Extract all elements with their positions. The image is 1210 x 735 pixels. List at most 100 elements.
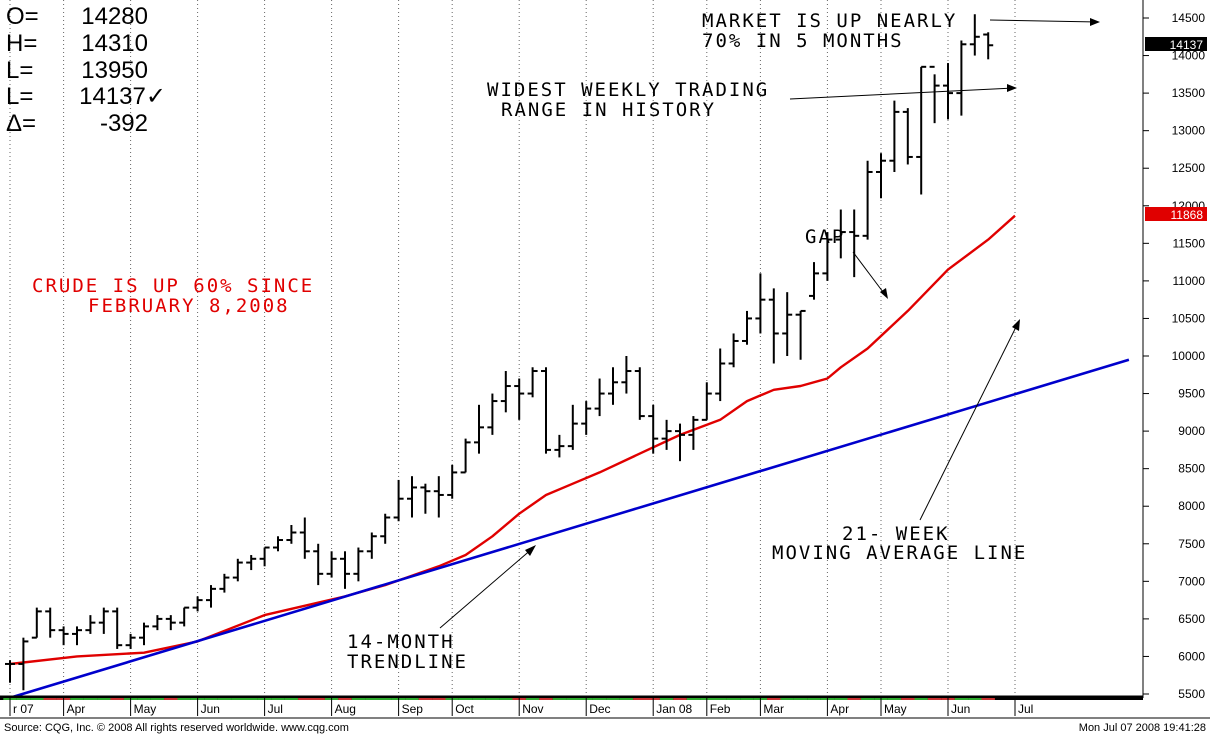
y-tick-label: 12500 (1172, 161, 1206, 175)
price-bar (835, 209, 846, 259)
x-band-segment (914, 698, 928, 700)
annotation-trend-line1: 14-MONTH (347, 631, 455, 653)
price-bar (259, 546, 270, 567)
y-tick-label: 9000 (1178, 424, 1205, 438)
x-tick-label: Jul (268, 702, 283, 716)
annotation-gap-arrowhead (880, 288, 888, 299)
annotation-trend-line2: TRENDLINE (347, 651, 468, 673)
x-band-segment (606, 698, 620, 700)
price-bar (594, 378, 605, 417)
x-band-segment (311, 698, 325, 700)
price-bar (527, 367, 538, 398)
x-band-segment (968, 698, 982, 700)
price-bar (728, 333, 739, 368)
x-tick-label: Apr (67, 702, 86, 716)
x-band-segment (365, 698, 379, 700)
price-bar (125, 633, 136, 649)
price-bar (18, 637, 29, 691)
ohlc-open-value: 14280 (81, 3, 148, 30)
x-band-segment (83, 698, 98, 700)
price-bar (554, 434, 565, 458)
x-band-segment (499, 698, 513, 700)
y-tick-label: 11500 (1173, 236, 1206, 250)
x-band-segment (954, 698, 969, 700)
last-price-tag-box (1145, 37, 1207, 51)
x-band-segment (351, 698, 366, 700)
ma-price-tag-box (1145, 207, 1207, 221)
annotation-ma-arrow (919, 322, 1019, 521)
trendline (9, 358, 1130, 700)
x-tick-label: Jun (201, 702, 220, 716)
x-band-segment (834, 698, 848, 700)
annotation-gap: GAP (805, 226, 888, 299)
price-bar (326, 551, 337, 578)
moving-average-series (9, 214, 1016, 666)
ohlc-open-label: O= (6, 3, 39, 30)
x-band-segment (405, 698, 419, 700)
x-band-segment (901, 698, 915, 700)
price-bar (152, 615, 163, 631)
x-tick-label: May (884, 702, 907, 716)
price-bar (299, 517, 310, 559)
x-band-segment (659, 698, 674, 700)
price-bar (447, 464, 458, 499)
x-band-segment (847, 698, 861, 700)
annotation-crude-line2: FEBRUARY 8,2008 (88, 295, 290, 317)
annotation-market-up-arrowhead (1090, 18, 1100, 26)
x-band-segment (231, 698, 245, 700)
price-bar (688, 416, 699, 450)
price-bar (85, 615, 96, 634)
x-band-segment (633, 698, 647, 700)
ohlc-change-label: Δ= (6, 110, 36, 137)
x-band-segment (592, 698, 607, 700)
last-price-tag-label: 14137 (1170, 38, 1204, 52)
x-band-segment (887, 698, 902, 700)
x-tick-label: Aug (335, 702, 356, 716)
y-tick-label: 10000 (1172, 349, 1206, 363)
x-band-segment (43, 698, 57, 700)
price-bar (648, 404, 659, 454)
price-bar (273, 536, 283, 552)
price-bar (72, 626, 82, 646)
x-band-segment (137, 698, 151, 700)
x-band-segment (217, 698, 232, 700)
annotation-trend-arrowhead (525, 545, 536, 556)
ohlc-last-label: L= (6, 83, 33, 110)
price-bar (514, 378, 525, 420)
x-band-segment (97, 698, 111, 700)
price-bar (581, 401, 592, 435)
annotation-market-up-arrow (989, 19, 1099, 23)
ohlc-high-label: H= (6, 30, 37, 57)
x-band-segment (164, 698, 178, 700)
price-bar (849, 209, 860, 278)
x-band-segment (566, 698, 580, 700)
y-tick-label: 13000 (1172, 124, 1206, 138)
price-bar (621, 356, 632, 394)
x-band-segment (686, 698, 701, 700)
x-tick-label: Jul (1018, 702, 1033, 716)
price-bar (420, 483, 431, 514)
ohlc-last-value: 14137✓ (79, 83, 166, 110)
price-bar (98, 607, 109, 634)
price-bar (5, 660, 15, 683)
annotation-ma-line2: MOVING AVERAGE LINE (772, 542, 1027, 564)
footer-source: Source: CQG, Inc. © 2008 All rights rese… (4, 722, 349, 734)
x-band-segment (927, 698, 942, 700)
price-bar (393, 479, 404, 522)
price-bar (219, 573, 230, 593)
moving-average-line (9, 214, 1016, 666)
price-bar (246, 555, 257, 571)
y-tick-label: 14500 (1172, 11, 1206, 25)
x-tick-label: Nov (522, 702, 543, 716)
x-band-segment (338, 698, 352, 700)
price-bar (675, 423, 685, 462)
x-tick-label: Sep (402, 702, 424, 716)
x-band-segment (619, 698, 634, 700)
x-tick-label: Jun (951, 702, 970, 716)
x-band-segment (110, 698, 124, 700)
ohlc-readout: O= 14280 H= 14310 L= 13950 L= 14137✓ Δ= … (6, 3, 166, 137)
x-band-segment (673, 698, 687, 700)
x-band-segment (726, 698, 741, 700)
